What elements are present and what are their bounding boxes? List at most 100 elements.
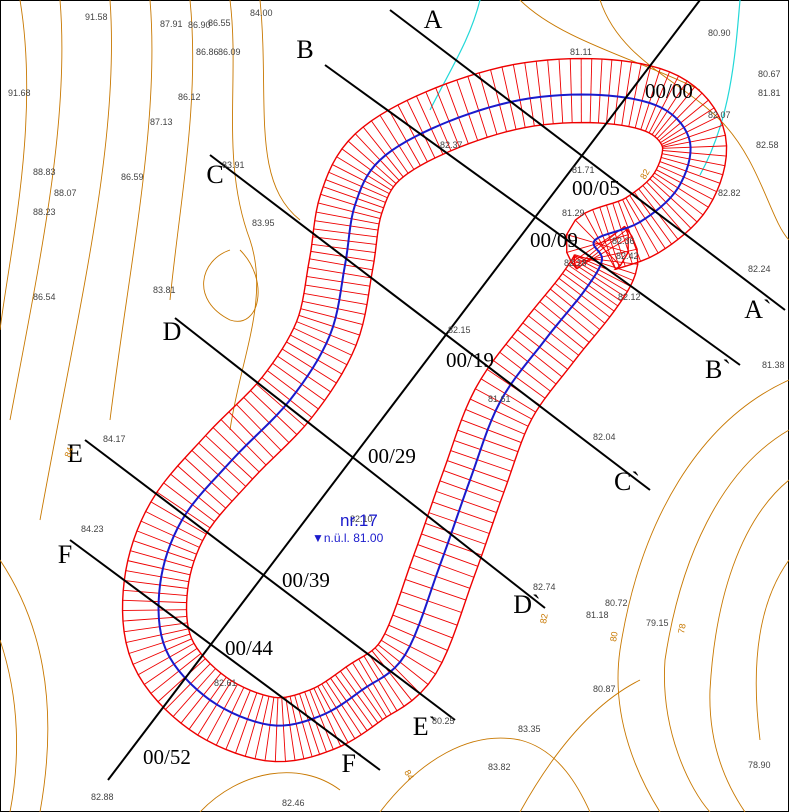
hatch [576,235,633,269]
hatch [281,348,337,384]
hatch [347,140,397,184]
spot-height: 83.35 [518,724,541,734]
hatch [170,473,221,516]
hatch [649,178,698,223]
spot-height: 78.90 [748,760,771,770]
hatch [397,104,428,162]
hatch [660,107,715,144]
hatch [625,197,659,254]
spot-height: 83.81 [153,285,176,295]
hatch [392,614,453,639]
hatch [628,63,642,127]
spot-height: 87.13 [150,117,173,127]
hatch [314,220,379,231]
chainage: 00/05 [572,176,620,200]
hatch [413,555,475,578]
hatch [206,683,238,741]
hatch [612,203,633,265]
hatch [191,450,240,495]
hatch [558,277,611,318]
section-end: F` [341,749,364,778]
hatch [306,275,370,287]
spot-height: 83.82 [488,762,511,772]
spot-height: 87.91 [160,19,183,29]
hatch [341,148,394,188]
hatch [465,408,525,435]
hatch [317,686,349,743]
inner-edge [185,121,664,699]
section-line [389,9,786,311]
spot-height: 86.54 [33,292,56,302]
hatch [568,264,622,302]
hatch [336,156,392,191]
hatch [445,83,469,144]
hatch [658,99,709,142]
hatch [136,530,197,555]
hatch [281,697,286,762]
section-start: D [163,317,182,346]
hatch [311,243,376,254]
hatch [406,100,436,159]
hatch [334,674,374,728]
hatch [325,179,386,203]
spot-height: 91.68 [8,88,31,98]
hatch [447,460,508,483]
section-lines [69,0,786,781]
hatch [299,693,321,755]
hatch [215,687,245,746]
hatch [511,336,563,378]
hatch [352,662,387,718]
hatch [303,292,368,305]
streams [429,0,741,176]
hatch [318,202,381,219]
contour-label: 78 [676,623,688,635]
hatch [122,609,187,611]
spot-height: 86.90 [188,20,211,30]
hatch [328,171,388,199]
hatch [228,411,274,459]
hatch [584,213,616,270]
spot-height: 80.72 [605,598,628,608]
section-end: E` [413,712,438,741]
hatch [547,59,554,124]
hatch [323,186,384,209]
hatch [124,580,188,589]
section-end: A` [744,295,771,324]
hatch [124,622,188,633]
spot-height: 82.24 [748,264,771,274]
hatch [244,694,264,757]
hatch [371,650,413,701]
spot-height: 82.61 [214,678,237,688]
hatch [654,86,696,137]
hatch [453,439,515,462]
spot-height: 82.10 [350,514,373,524]
hatch [562,273,615,312]
axis-line [107,0,701,781]
spot-height: 81.38 [762,360,785,370]
section-end: C` [614,467,640,496]
hatch [656,169,714,200]
hatch [539,301,590,343]
hatch [574,256,638,265]
hatch [645,71,670,132]
hatch [339,670,379,724]
hatch [662,150,727,157]
hatch [651,80,688,135]
hatch [656,92,703,139]
spot-height: 86.12 [178,92,201,102]
hatch [197,680,233,736]
hatch [384,633,443,663]
hatch [321,683,356,739]
hatch [432,501,494,524]
hatch [613,60,623,125]
spot-height: 86.59 [121,172,144,182]
hatch [289,696,305,759]
hatch [443,470,505,493]
hatch [439,480,501,503]
hatch [377,644,429,685]
hatch [499,351,551,392]
hatch [524,62,535,127]
hatch [457,429,519,453]
